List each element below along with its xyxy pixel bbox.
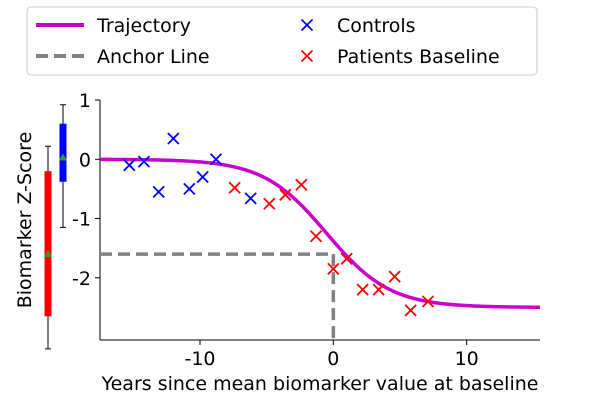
box-plot-controls xyxy=(59,104,67,228)
y-tick-label: 0 xyxy=(79,149,91,171)
y-tick-label: -2 xyxy=(72,268,91,290)
patient-point xyxy=(263,197,276,210)
box-plot-patients xyxy=(44,145,52,350)
y-axis-title: Biomarker Z-Score xyxy=(14,132,36,309)
box-plots xyxy=(44,104,67,350)
legend-controls-swatch xyxy=(300,18,314,32)
patient-point xyxy=(279,188,292,201)
legend: Trajectory Anchor Line Controls Patients… xyxy=(26,6,538,76)
y-tick-label: -1 xyxy=(72,209,91,231)
anchor-line xyxy=(100,252,336,340)
control-point xyxy=(123,159,136,172)
legend-controls-label: Controls xyxy=(337,15,416,37)
legend-patients-swatch xyxy=(300,49,314,63)
control-point xyxy=(183,182,196,196)
patient-point xyxy=(327,262,340,276)
legend-patients-label: Patients Baseline xyxy=(337,46,500,68)
control-point xyxy=(152,185,165,198)
patient-point xyxy=(340,252,353,265)
control-point xyxy=(137,155,151,168)
patient-point xyxy=(309,230,323,243)
x-tick-label: 10 xyxy=(455,348,479,370)
data-points xyxy=(123,132,435,317)
legend-patients-marker xyxy=(300,49,314,63)
x-tick-label: -10 xyxy=(184,348,215,370)
patient-point xyxy=(388,270,401,283)
trajectory-line xyxy=(99,157,541,309)
control-point xyxy=(196,170,209,184)
patient-point xyxy=(356,283,369,296)
control-point xyxy=(244,192,257,205)
control-point xyxy=(167,132,180,145)
x-tick-label: 0 xyxy=(327,348,339,370)
legend-frame xyxy=(26,6,538,76)
x-axis-title: Years since mean biomarker value at base… xyxy=(101,373,539,395)
legend-anchor-label: Anchor Line xyxy=(97,46,210,68)
legend-controls-marker xyxy=(300,18,314,32)
patient-point xyxy=(295,178,308,191)
control-point xyxy=(209,153,223,166)
patient-point xyxy=(228,181,241,194)
legend-trajectory-label: Trajectory xyxy=(96,15,191,37)
patient-point xyxy=(421,295,435,308)
y-tick-label: 1 xyxy=(79,90,91,112)
patient-point xyxy=(372,283,385,296)
patient-point xyxy=(404,304,417,317)
